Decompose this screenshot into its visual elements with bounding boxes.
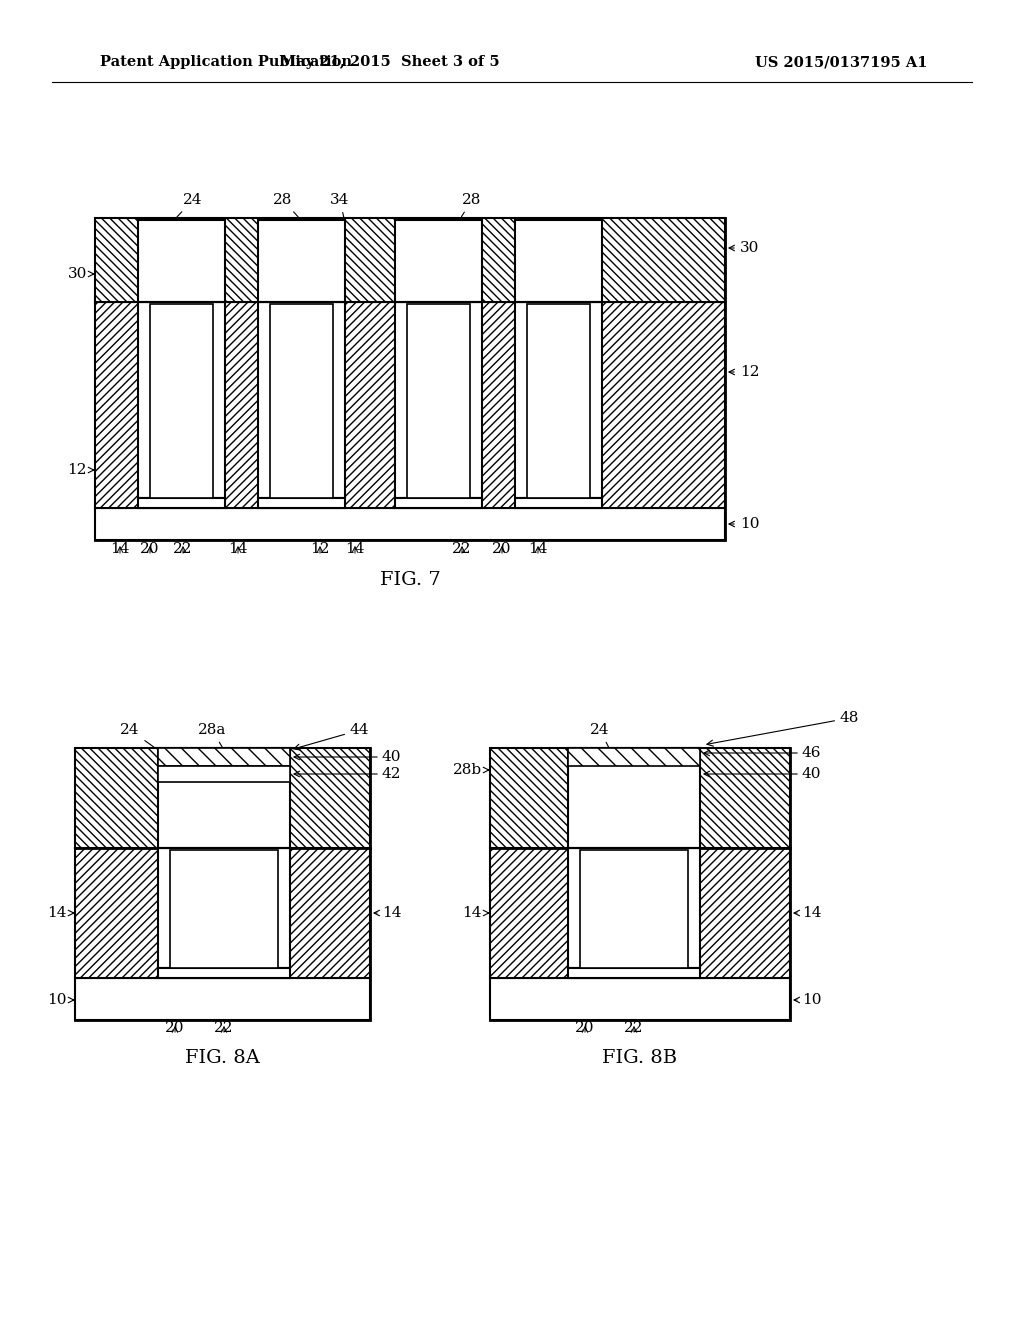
Text: 10: 10	[47, 993, 67, 1007]
Text: FIG. 8A: FIG. 8A	[185, 1049, 260, 1067]
Text: 14: 14	[228, 543, 248, 556]
Bar	[158, 847, 290, 968]
Bar	[158, 968, 290, 978]
Text: FIG. 7: FIG. 7	[380, 572, 440, 589]
Text: May 21, 2015  Sheet 3 of 5: May 21, 2015 Sheet 3 of 5	[281, 55, 500, 69]
Text: 10: 10	[740, 517, 760, 531]
Bar	[490, 748, 790, 1020]
Bar	[490, 847, 790, 978]
Bar	[158, 766, 290, 781]
Bar	[395, 498, 482, 508]
Text: 24: 24	[177, 193, 203, 216]
Bar	[95, 218, 725, 540]
Text: 14: 14	[47, 906, 67, 920]
Bar	[170, 850, 278, 968]
Text: 24: 24	[120, 723, 156, 748]
Text: 42: 42	[382, 767, 401, 781]
Bar	[258, 220, 345, 302]
Text: 14: 14	[528, 543, 548, 556]
Text: 44: 44	[294, 723, 370, 750]
Text: 30: 30	[740, 242, 760, 255]
Text: 14: 14	[802, 906, 821, 920]
Bar	[138, 498, 225, 508]
Bar	[568, 748, 700, 766]
Text: 28b: 28b	[453, 763, 482, 777]
Bar	[568, 968, 700, 978]
Bar	[95, 218, 725, 302]
Text: 40: 40	[802, 767, 821, 781]
Bar	[138, 302, 225, 498]
Bar	[515, 498, 602, 508]
Text: 20: 20	[165, 1020, 184, 1035]
Text: FIG. 8B: FIG. 8B	[602, 1049, 678, 1067]
Bar	[515, 220, 602, 302]
Text: Patent Application Publication: Patent Application Publication	[100, 55, 352, 69]
Text: 14: 14	[111, 543, 130, 556]
Bar	[407, 304, 470, 498]
Bar	[395, 302, 482, 498]
Bar	[75, 978, 370, 1020]
Bar	[568, 847, 700, 968]
Bar	[75, 847, 370, 978]
Text: US 2015/0137195 A1: US 2015/0137195 A1	[755, 55, 928, 69]
Text: 30: 30	[68, 267, 87, 281]
Bar	[258, 302, 345, 498]
Bar	[527, 304, 590, 498]
Text: 12: 12	[740, 366, 760, 379]
Text: 20: 20	[493, 543, 512, 556]
Text: 12: 12	[68, 463, 87, 477]
Bar	[490, 748, 790, 847]
Bar	[515, 302, 602, 498]
Bar	[395, 220, 482, 302]
Text: 48: 48	[707, 711, 859, 746]
Text: 28a: 28a	[198, 723, 226, 747]
Text: 20: 20	[575, 1020, 595, 1035]
Bar	[150, 304, 213, 498]
Text: 22: 22	[214, 1020, 233, 1035]
Text: 22: 22	[625, 1020, 644, 1035]
Text: 12: 12	[310, 543, 330, 556]
Text: 22: 22	[173, 543, 193, 556]
Bar	[95, 508, 725, 540]
Text: 10: 10	[802, 993, 821, 1007]
Bar	[158, 748, 290, 847]
Bar	[270, 304, 333, 498]
Bar	[75, 748, 370, 1020]
Bar	[258, 498, 345, 508]
Text: 40: 40	[382, 750, 401, 764]
Text: 22: 22	[453, 543, 472, 556]
Bar	[580, 850, 688, 968]
Bar	[158, 748, 290, 766]
Bar	[138, 220, 225, 302]
Text: 34: 34	[331, 193, 349, 220]
Bar	[490, 978, 790, 1020]
Bar	[75, 748, 370, 847]
Bar	[95, 302, 725, 508]
Text: 46: 46	[802, 746, 821, 760]
Text: 14: 14	[382, 906, 401, 920]
Text: 14: 14	[463, 906, 482, 920]
Text: 14: 14	[345, 543, 365, 556]
Bar	[568, 748, 700, 847]
Text: 28: 28	[462, 193, 481, 216]
Text: 28: 28	[273, 193, 298, 216]
Text: 24: 24	[590, 723, 609, 747]
Text: 20: 20	[140, 543, 160, 556]
